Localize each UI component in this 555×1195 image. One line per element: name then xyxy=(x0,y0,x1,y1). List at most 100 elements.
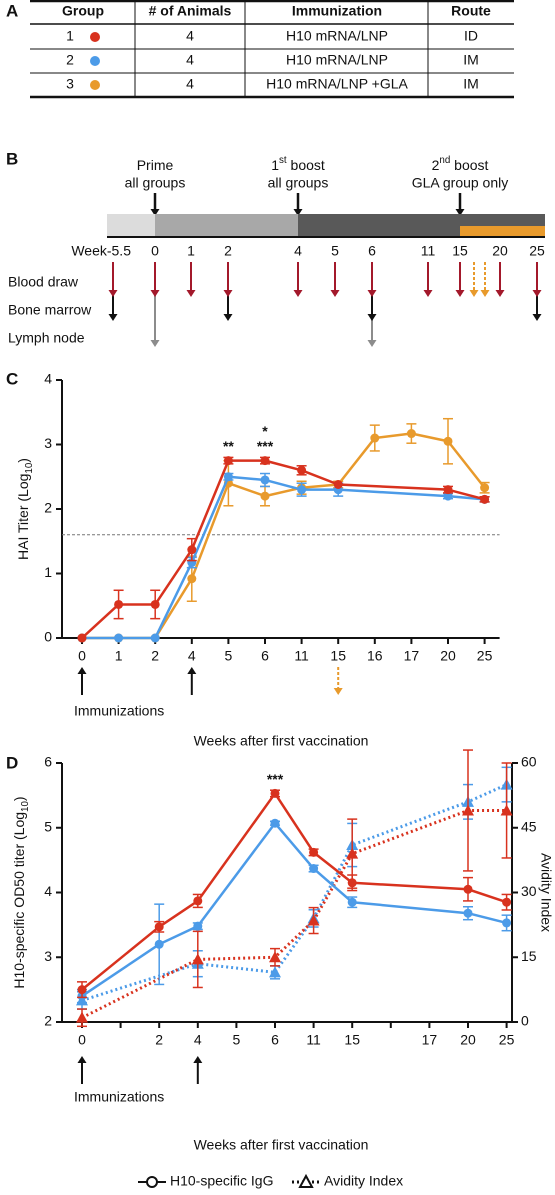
sample-arrow-head xyxy=(455,290,465,297)
y-axis-title-part: HAI Titer (Log xyxy=(15,474,31,560)
week-label: 5 xyxy=(331,243,339,259)
event-title: 2nd boost xyxy=(432,155,489,173)
x-tick-label: 20 xyxy=(440,648,456,664)
marker xyxy=(406,429,416,439)
x-axis-title: Weeks after first vaccination xyxy=(194,1137,369,1153)
immunization-arrow-head xyxy=(77,1056,87,1063)
table-cell: 1 xyxy=(66,28,74,44)
table-cell: H10 mRNA/LNP xyxy=(286,28,388,44)
week-label: 25 xyxy=(529,243,545,259)
event-title-part: st xyxy=(279,155,287,166)
sample-arrow-head xyxy=(150,340,160,347)
table-header: Group xyxy=(62,3,104,19)
series-line xyxy=(82,475,485,640)
marker xyxy=(502,897,512,907)
y-tick-label: 4 xyxy=(44,371,52,387)
event-title-part: Prime xyxy=(137,157,174,173)
legend-label: Avidity Index xyxy=(324,1173,403,1189)
y-axis-title-part: H10-specific OD50 titer (Log xyxy=(11,812,27,989)
gla-sample-arrow-head xyxy=(469,290,479,297)
marker xyxy=(463,884,473,894)
event-subtitle: all groups xyxy=(125,175,186,191)
marker xyxy=(187,545,197,555)
group-dot xyxy=(90,32,100,42)
series-line xyxy=(81,459,485,639)
sample-arrow-head xyxy=(108,314,118,321)
x-tick-label: 6 xyxy=(271,1032,279,1048)
marker xyxy=(270,818,280,828)
x-tick-label: 1 xyxy=(115,648,123,664)
sample-arrow-head xyxy=(186,290,196,297)
table-cell: 4 xyxy=(186,28,194,44)
phase-bar xyxy=(107,214,155,237)
event-title: Prime xyxy=(137,157,174,173)
panel-label: B xyxy=(6,149,18,168)
event-title-part: 1 xyxy=(271,157,279,173)
panel-label: A xyxy=(6,1,18,20)
y-tick-label: 3 xyxy=(44,435,52,451)
x-tick-label: 0 xyxy=(78,1032,86,1048)
y2-tick-label: 45 xyxy=(521,818,537,834)
table-cell: 4 xyxy=(186,52,194,68)
week-label: 11 xyxy=(421,243,436,259)
y-tick-label: 4 xyxy=(44,883,52,899)
event-title-part: nd xyxy=(439,155,450,166)
panel-label: D xyxy=(6,753,18,772)
week-label: 1 xyxy=(187,243,195,259)
marker xyxy=(443,485,453,495)
marker xyxy=(269,951,281,963)
table-cell: 4 xyxy=(186,76,194,92)
y-axis-title: H10-specific OD50 titer (Log10) xyxy=(11,796,31,988)
marker xyxy=(462,804,474,816)
marker xyxy=(77,633,87,643)
marker xyxy=(150,633,160,643)
table-header: # of Animals xyxy=(149,3,232,19)
table-cell: 3 xyxy=(66,76,74,92)
marker xyxy=(297,465,307,475)
significance: *** xyxy=(257,438,274,454)
marker xyxy=(307,914,320,926)
x-tick-label: 4 xyxy=(194,1032,202,1048)
marker xyxy=(77,985,87,995)
x-tick-label: 15 xyxy=(344,1032,360,1048)
table-cell: H10 mRNA/LNP xyxy=(286,52,388,68)
sample-arrow-head xyxy=(423,290,433,297)
sample-arrow-head xyxy=(532,314,542,321)
y-tick-label: 5 xyxy=(44,818,52,834)
gla-bar xyxy=(460,226,545,237)
sample-arrow-head xyxy=(367,340,377,347)
table-cell: 2 xyxy=(66,52,74,68)
x-tick-label: 4 xyxy=(188,648,196,664)
week-label: 2 xyxy=(224,243,232,259)
week-label: Week-5.5 xyxy=(71,243,131,259)
x-tick-label: 11 xyxy=(306,1032,321,1048)
sample-arrow-head xyxy=(223,290,233,297)
sample-label: Blood draw xyxy=(8,274,79,290)
y-tick-label: 0 xyxy=(44,629,52,645)
marker xyxy=(191,953,204,965)
sample-arrow-head xyxy=(367,290,377,297)
x-tick-label: 17 xyxy=(404,648,420,664)
x-tick-label: 2 xyxy=(155,1032,163,1048)
sample-arrow-head xyxy=(367,314,377,321)
marker xyxy=(347,878,357,888)
table-header: Route xyxy=(451,3,491,19)
immunization-arrow-head xyxy=(193,1056,203,1063)
series-line xyxy=(81,808,507,1020)
sample-arrow-head xyxy=(223,314,233,321)
marker xyxy=(187,574,197,584)
event-title-part: boost xyxy=(287,157,325,173)
marker xyxy=(260,475,270,485)
y-tick-label: 2 xyxy=(44,500,52,516)
group-dot xyxy=(90,80,100,90)
event-arrow-head xyxy=(455,209,465,216)
y-axis-title-part: ) xyxy=(11,796,27,801)
week-label: 4 xyxy=(294,243,302,259)
sample-arrow-head xyxy=(293,290,303,297)
sample-arrow-head xyxy=(150,290,160,297)
x-axis-title: Weeks after first vaccination xyxy=(194,733,369,749)
x-tick-label: 0 xyxy=(78,648,86,664)
y-tick-label: 6 xyxy=(44,754,52,770)
x-tick-label: 15 xyxy=(330,648,346,664)
